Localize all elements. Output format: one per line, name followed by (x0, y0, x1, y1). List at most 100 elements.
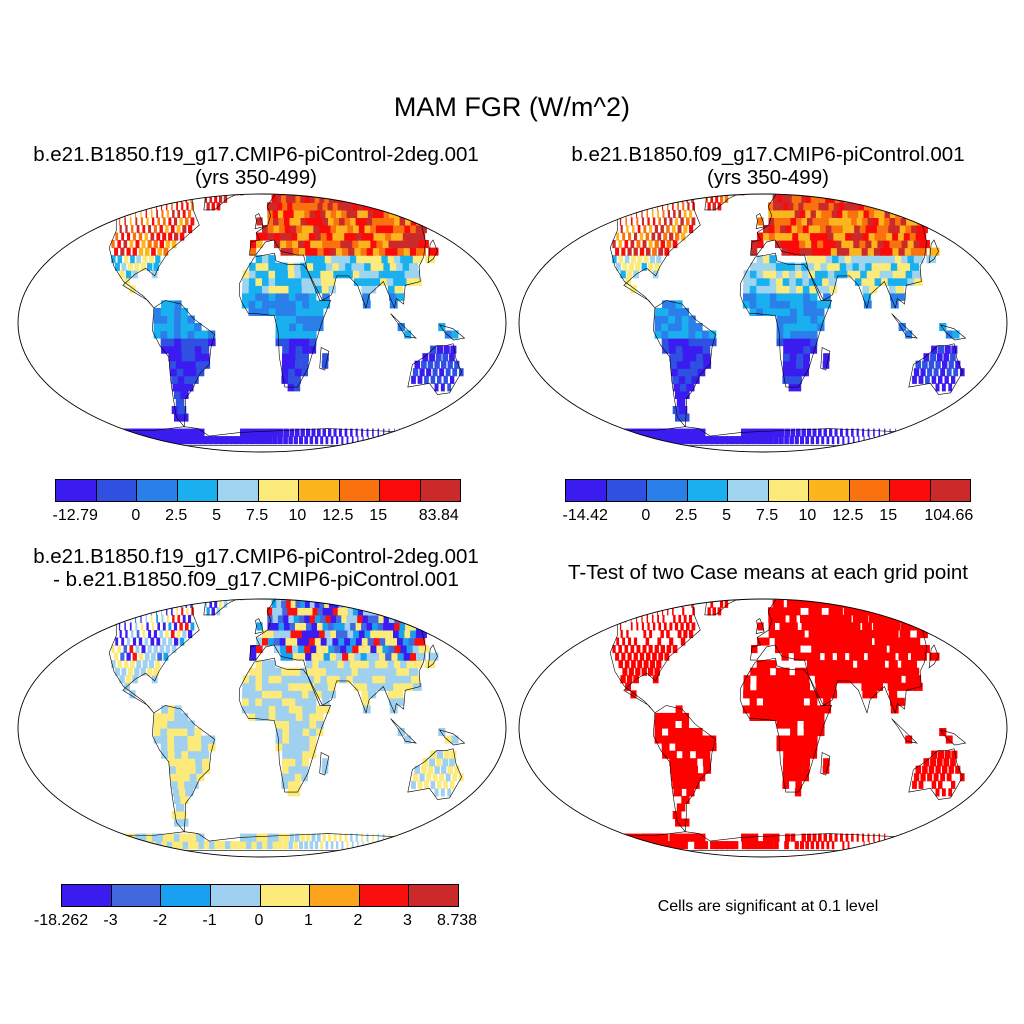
grid-cell (383, 428, 385, 437)
grid-cell (294, 375, 301, 384)
grid-cell (724, 599, 729, 608)
grid-cell (302, 735, 310, 744)
grid-cell (424, 194, 440, 203)
grid-cell (275, 285, 283, 294)
grid-cell (398, 630, 410, 639)
grid-cell (633, 599, 639, 601)
grid-cell (161, 345, 169, 354)
grid-cell (803, 705, 811, 714)
map-border (17, 193, 507, 453)
grid-cell (789, 345, 797, 354)
grid-cell (323, 652, 332, 661)
grid-cell (636, 436, 648, 445)
grid-cell (321, 277, 329, 286)
grid-cell (292, 247, 301, 256)
grid-cell (307, 225, 316, 234)
grid-cell (377, 667, 386, 676)
grid-cell (357, 209, 368, 218)
grid-cell (798, 232, 806, 241)
grid-cell (319, 194, 329, 203)
grid-cell (774, 232, 782, 241)
grid-cell (838, 660, 847, 669)
colorbar-label: 7.5 (245, 507, 269, 524)
grid-cell (113, 436, 127, 445)
grid-cell (288, 209, 296, 218)
coastline-jp (427, 239, 438, 264)
grid-cell (815, 599, 825, 608)
grid-cell (295, 292, 303, 301)
grid-cell (901, 599, 917, 601)
grid-cell (327, 277, 336, 286)
grid-cell (445, 773, 451, 782)
grid-cell (156, 637, 161, 646)
grid-cell (622, 262, 628, 271)
grid-cell (406, 645, 417, 654)
grid-cell (304, 841, 308, 850)
grid-cell (643, 630, 647, 639)
grid-cell (108, 202, 112, 211)
grid-cell (267, 217, 274, 226)
grid-cell (282, 323, 290, 332)
grid-cell (948, 383, 953, 392)
grid-cell (348, 247, 357, 256)
grid-cell (275, 705, 283, 714)
grid-cell (662, 202, 664, 211)
grid-cell (331, 660, 340, 669)
grid-cell (647, 622, 650, 631)
grid-cell (301, 682, 309, 691)
grid-cell (159, 225, 163, 234)
grid-cell (639, 232, 644, 241)
grid-cell (277, 202, 284, 211)
grid-cell (805, 209, 814, 218)
grid-cell (657, 614, 659, 623)
grid-cell (309, 323, 317, 332)
grid-cell (413, 841, 416, 850)
grid-cell (865, 645, 875, 654)
grid-cell (393, 607, 406, 616)
grid-cell (148, 660, 154, 669)
grid-cell (680, 622, 684, 631)
grid-cell (799, 240, 807, 249)
grid-cell (417, 375, 423, 384)
grid-cell (810, 743, 818, 752)
grid-cell (118, 194, 124, 196)
grid-cell (156, 194, 158, 203)
colorbar-swatch (96, 480, 137, 501)
grid-cell (452, 773, 458, 782)
grid-cell (171, 202, 173, 211)
grid-cell (606, 194, 611, 203)
grid-cell (903, 637, 915, 646)
grid-cell (773, 607, 780, 616)
grid-cell (304, 240, 312, 249)
grid-cell (924, 202, 939, 211)
grid-cell (262, 690, 270, 699)
grid-cell (840, 622, 849, 631)
grid-cell (273, 232, 281, 241)
grid-cell (690, 368, 699, 377)
grid-cell (423, 607, 438, 616)
grid-cell (599, 841, 613, 850)
grid-cell (118, 599, 124, 601)
grid-cell (432, 773, 438, 782)
coastline-au (407, 748, 462, 800)
grid-cell (652, 247, 657, 256)
grid-cell (430, 345, 437, 354)
grid-cell (98, 202, 101, 211)
grid-cell (388, 833, 390, 842)
grid-cell (803, 292, 811, 301)
grid-cell (129, 202, 132, 211)
grid-cell (381, 225, 392, 234)
grid-cell (654, 262, 660, 271)
grid-cell (434, 788, 439, 797)
grid-cell (677, 630, 682, 639)
grid-cell (400, 599, 416, 601)
grid-cell (355, 637, 365, 646)
grid-cell (886, 637, 897, 646)
grid-cell (289, 217, 297, 226)
grid-cell (620, 841, 633, 850)
grid-cell (135, 428, 147, 437)
grid-cell (790, 720, 798, 729)
grid-cell (787, 645, 795, 654)
grid-cell (309, 315, 317, 324)
grid-cell (289, 323, 297, 332)
